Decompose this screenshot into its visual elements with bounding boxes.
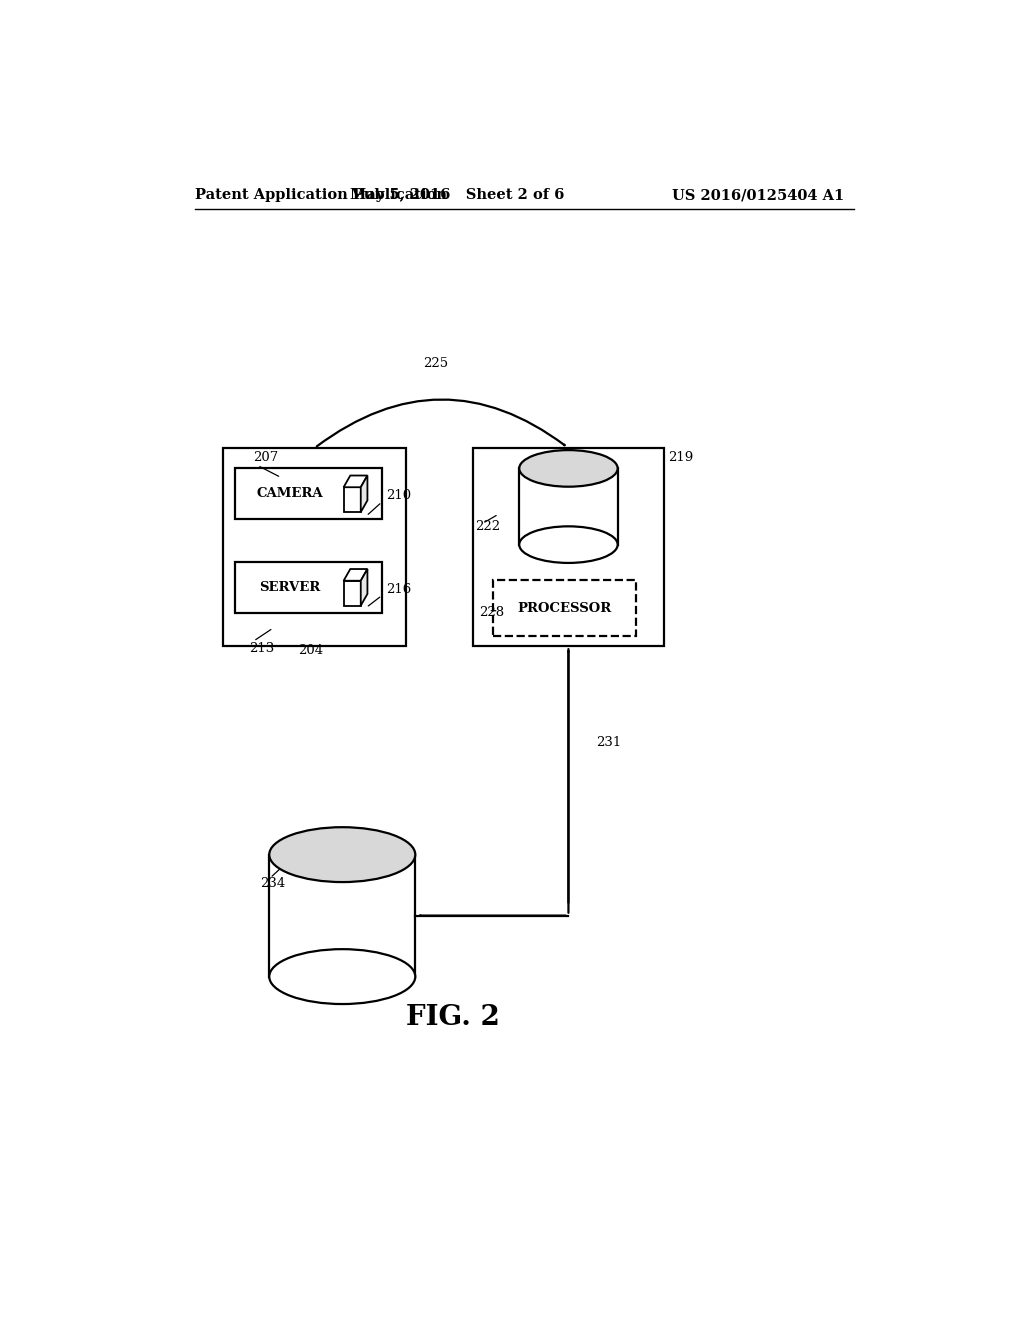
- Polygon shape: [360, 475, 368, 512]
- Polygon shape: [344, 569, 368, 581]
- Bar: [236, 469, 382, 519]
- Text: Patent Application Publication: Patent Application Publication: [196, 189, 447, 202]
- Text: 213: 213: [250, 642, 274, 655]
- Text: PROCESSOR: PROCESSOR: [517, 602, 611, 615]
- Bar: [473, 447, 664, 647]
- Ellipse shape: [519, 527, 617, 562]
- Text: FIG. 2: FIG. 2: [407, 1003, 501, 1031]
- Text: 216: 216: [386, 583, 412, 595]
- Polygon shape: [360, 569, 368, 606]
- Text: 222: 222: [475, 520, 500, 533]
- Text: 210: 210: [386, 490, 411, 503]
- Text: May 5, 2016   Sheet 2 of 6: May 5, 2016 Sheet 2 of 6: [350, 189, 564, 202]
- Polygon shape: [344, 581, 360, 606]
- FancyArrowPatch shape: [316, 400, 564, 446]
- Ellipse shape: [519, 450, 617, 487]
- Text: 219: 219: [668, 450, 693, 463]
- Ellipse shape: [269, 828, 416, 882]
- Text: 228: 228: [479, 606, 504, 619]
- Text: SERVER: SERVER: [259, 581, 321, 594]
- Bar: [236, 562, 382, 612]
- Text: 225: 225: [423, 358, 449, 370]
- Text: 207: 207: [253, 450, 279, 463]
- Text: 204: 204: [298, 644, 324, 657]
- Bar: [223, 447, 406, 647]
- Bar: [494, 581, 636, 636]
- Text: US 2016/0125404 A1: US 2016/0125404 A1: [672, 189, 844, 202]
- Polygon shape: [344, 487, 360, 512]
- Text: 231: 231: [596, 737, 622, 750]
- Bar: [519, 469, 617, 545]
- Text: CAMERA: CAMERA: [256, 487, 323, 500]
- Text: 234: 234: [260, 876, 286, 890]
- Polygon shape: [344, 475, 368, 487]
- Bar: [269, 854, 416, 977]
- Ellipse shape: [269, 949, 416, 1005]
